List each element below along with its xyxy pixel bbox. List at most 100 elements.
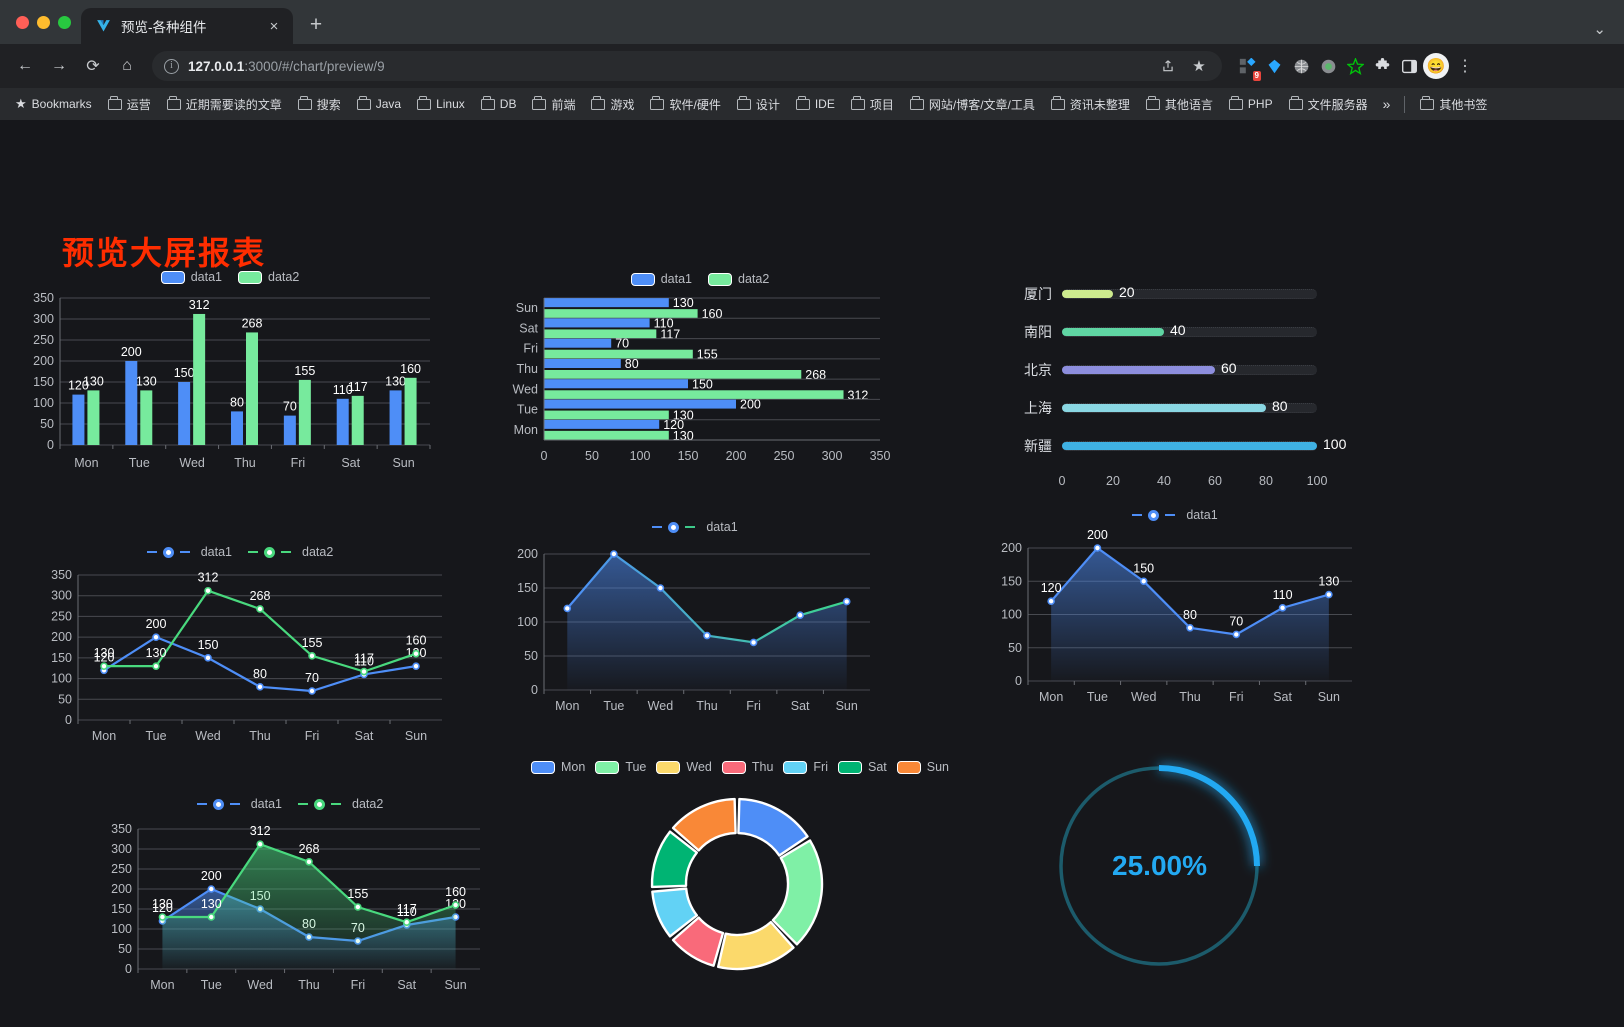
- home-button[interactable]: ⌂: [122, 57, 132, 74]
- browser-menu-button[interactable]: ⋮: [1457, 58, 1473, 75]
- svg-text:350: 350: [33, 291, 54, 305]
- svg-text:200: 200: [111, 882, 132, 896]
- svg-text:155: 155: [697, 348, 718, 362]
- progress-row[interactable]: 北京 60: [1000, 351, 1380, 389]
- svg-text:150: 150: [517, 581, 538, 595]
- address-bar[interactable]: i 127.0.0.1:3000/#/chart/preview/9 ★: [152, 51, 1222, 81]
- legend-item-data1[interactable]: data1: [196, 797, 282, 811]
- progress-row[interactable]: 南阳 40: [1000, 313, 1380, 351]
- bookmark-folder[interactable]: 软件/硬件: [643, 93, 727, 116]
- svg-text:120: 120: [94, 650, 115, 664]
- progress-row[interactable]: 上海 80: [1000, 389, 1380, 427]
- bookmark-other-folder[interactable]: 其他书签: [1413, 93, 1494, 116]
- svg-text:80: 80: [253, 667, 267, 681]
- legend-label: data1: [660, 272, 692, 286]
- smooth-gradient-line-chart[interactable]: data1 0 50 100 150 200 Mon Tue Wed Thu Fri Sat Sun: [500, 520, 890, 735]
- legend-item-data1[interactable]: data1: [146, 545, 232, 559]
- bookmark-folder[interactable]: 前端: [525, 93, 582, 116]
- svg-text:Wed: Wed: [648, 699, 674, 713]
- progress-row[interactable]: 新疆 100: [1000, 427, 1380, 465]
- site-info-icon[interactable]: i: [164, 58, 179, 74]
- svg-text:Fri: Fri: [291, 456, 306, 470]
- donut-chart[interactable]: Mon Tue Wed Thu Fri Sat Sun: [530, 760, 950, 1000]
- svg-text:110: 110: [333, 383, 353, 397]
- reload-button[interactable]: ⟳: [86, 58, 100, 75]
- forward-button[interactable]: →: [51, 57, 67, 74]
- bookmark-root[interactable]: ★ Bookmarks: [8, 93, 99, 115]
- bookmark-folder[interactable]: 运营: [101, 93, 158, 116]
- area-line-chart-dual[interactable]: data1 data2 0 50 100 150 200 250 300 350 Mon Tue W…: [90, 797, 490, 1012]
- legend-item-data2[interactable]: data2: [248, 545, 333, 559]
- svg-text:312: 312: [198, 571, 219, 585]
- bookmark-folder[interactable]: 搜索: [291, 93, 348, 116]
- line-chart-dual[interactable]: data1 data2 0 50 100 150 200 250 300 350 Mon Tue W…: [30, 545, 450, 760]
- bookmark-folder[interactable]: 文件服务器: [1282, 93, 1375, 116]
- window-controls[interactable]: [12, 0, 81, 44]
- new-tab-button[interactable]: +: [309, 13, 323, 36]
- maximize-window-button[interactable]: [58, 15, 71, 29]
- chart-plot: 0 50 100 150 200 Mon Tue Wed Thu Fri Sat Sun 120 200 1…: [1001, 528, 1352, 704]
- legend-item-thu[interactable]: Thu: [721, 760, 774, 774]
- progress-row[interactable]: 厦门 20: [1000, 275, 1380, 313]
- bookmark-folder[interactable]: 游戏: [584, 93, 641, 116]
- bookmark-folder[interactable]: Java: [350, 94, 408, 114]
- legend-item-data1[interactable]: data1: [160, 270, 222, 284]
- bookmark-folder[interactable]: 其他语言: [1139, 93, 1220, 116]
- puzzle-extension-icon[interactable]: [1369, 53, 1395, 79]
- bookmark-folder[interactable]: IDE: [789, 94, 842, 114]
- legend-item-sun[interactable]: Sun: [896, 760, 949, 774]
- minimize-window-button[interactable]: [37, 15, 50, 29]
- legend-item-tue[interactable]: Tue: [595, 760, 646, 774]
- legend-marker: [162, 546, 174, 558]
- legend-item-fri[interactable]: Fri: [783, 760, 828, 774]
- svg-text:80: 80: [625, 357, 639, 371]
- bookmark-folder[interactable]: DB: [474, 94, 524, 114]
- grid-extension-icon[interactable]: 9: [1234, 53, 1261, 81]
- legend-item-data1[interactable]: data1: [1132, 508, 1218, 522]
- bookmark-folder[interactable]: 网站/博客/文章/工具: [903, 93, 1042, 116]
- legend-item-data2[interactable]: data2: [238, 270, 299, 284]
- horizontal-bar-chart[interactable]: data1 data2 0 50 100 150 200 250 300 350 Sun 130 1…: [500, 272, 900, 487]
- circle-extension-icon[interactable]: [1315, 53, 1341, 79]
- legend-item-data2[interactable]: data2: [708, 272, 769, 286]
- bookmark-folder[interactable]: 近期需要读的文章: [160, 93, 289, 116]
- legend-swatch: [896, 760, 921, 774]
- progress-bar-chart[interactable]: 厦门 20 南阳 40 北京 60 上海 80 新疆 100 0 20 40 60 80 100: [1000, 275, 1380, 505]
- browser-tab[interactable]: 预览-各种组件 ×: [81, 8, 293, 44]
- bookmark-star-icon[interactable]: ★: [1192, 58, 1206, 75]
- share-icon[interactable]: [1157, 55, 1179, 77]
- globe-extension-icon[interactable]: [1288, 53, 1314, 79]
- svg-text:50: 50: [1008, 641, 1022, 655]
- vertical-bar-chart[interactable]: data1 data2 0 50 100 150 200 250 300 350 Mon 120 1…: [20, 270, 440, 490]
- legend-item-data1[interactable]: data1: [652, 520, 738, 534]
- legend-item-sat[interactable]: Sat: [838, 760, 887, 774]
- gauge-chart[interactable]: 25.00%: [1042, 748, 1277, 983]
- area-line-chart[interactable]: data1 0 50 100 150 200 Mon Tue Wed Thu Fri Sat Sun 1…: [980, 508, 1370, 723]
- close-window-button[interactable]: [16, 15, 29, 29]
- profile-avatar[interactable]: 😄: [1423, 53, 1449, 79]
- diamond-extension-icon[interactable]: [1261, 53, 1287, 79]
- svg-text:200: 200: [726, 449, 747, 463]
- legend-line: [1132, 513, 1143, 517]
- legend-item-wed[interactable]: Wed: [656, 760, 712, 774]
- legend-item-mon[interactable]: Mon: [530, 760, 585, 774]
- legend-line: [248, 550, 258, 554]
- legend-line: [331, 802, 341, 806]
- bookmark-folder[interactable]: Linux: [410, 94, 472, 114]
- svg-text:150: 150: [692, 377, 713, 391]
- bookmark-folder[interactable]: PHP: [1222, 94, 1280, 114]
- chevron-down-icon[interactable]: ⌄: [1593, 21, 1606, 38]
- sidepanel-icon[interactable]: [1396, 53, 1422, 79]
- bookmarks-overflow-button[interactable]: »: [1382, 96, 1391, 112]
- bookmark-folder[interactable]: 资讯未整理: [1044, 93, 1137, 116]
- bookmark-folder[interactable]: 设计: [730, 93, 787, 116]
- legend-item-data1[interactable]: data1: [630, 272, 692, 286]
- legend-label: Thu: [751, 760, 774, 774]
- legend-item-data2[interactable]: data2: [298, 797, 383, 811]
- back-button[interactable]: ←: [17, 57, 33, 74]
- close-tab-button[interactable]: ×: [269, 17, 279, 35]
- folder-icon: [532, 96, 547, 110]
- svg-text:Sat: Sat: [355, 729, 374, 743]
- bookmark-folder[interactable]: 项目: [844, 93, 901, 116]
- star-extension-icon[interactable]: [1342, 53, 1368, 79]
